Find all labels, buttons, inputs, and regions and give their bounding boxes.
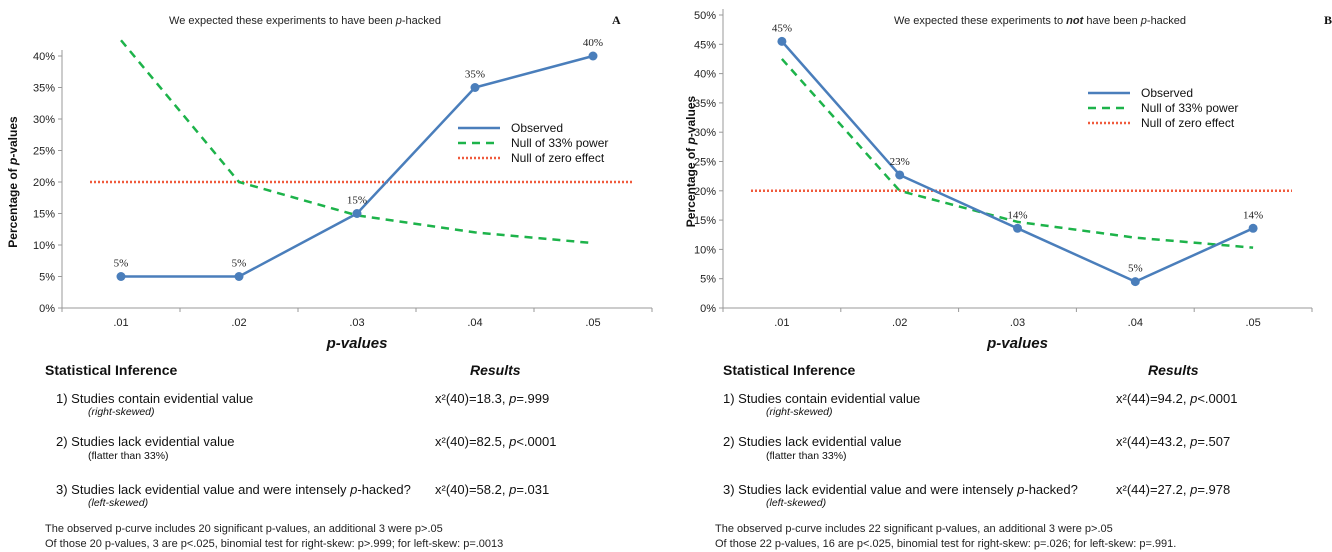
results-heading: Results — [470, 362, 521, 378]
data-label: 35% — [465, 69, 485, 81]
data-label: 40% — [583, 37, 603, 49]
y-tick-label: 35% — [694, 98, 716, 110]
series-line-observed — [121, 54, 594, 278]
y-tick-label: 30% — [33, 114, 55, 126]
panel-b: We expected these experiments to not hav… — [680, 0, 1332, 552]
y-tick-label: 0% — [39, 303, 55, 315]
results-heading: Results — [1148, 362, 1199, 378]
y-tick-label: 15% — [33, 209, 55, 221]
inference-row-1-sub: (right-skewed) — [766, 406, 833, 418]
data-point — [352, 209, 362, 218]
inference-heading: Statistical Inference — [45, 362, 178, 378]
data-point — [777, 36, 787, 46]
series-line-observed — [780, 40, 1254, 283]
y-tick-label: 10% — [694, 244, 716, 256]
data-label: 5% — [1128, 263, 1143, 275]
inference-row-3-result: x²(44)=27.2, p=.978 — [1116, 482, 1231, 497]
data-label: 15% — [347, 195, 367, 207]
inference-row-2-label: 2) Studies lack evidential value — [723, 434, 902, 449]
legend-label: Null of zero effect — [1141, 116, 1235, 130]
footer-line-2: Of those 20 p-values, 3 are p<.025, bino… — [45, 538, 504, 550]
data-label: 5% — [114, 258, 129, 270]
inference-row-3-result: x²(40)=58.2, p=.031 — [435, 482, 550, 497]
y-tick-label: 15% — [694, 215, 716, 227]
inference-heading: Statistical Inference — [723, 362, 856, 378]
data-point — [470, 83, 480, 92]
legend-label: Null of 33% power — [511, 136, 608, 150]
x-tick-label: .05 — [585, 317, 600, 329]
inference-row-3-sub: (left-skewed) — [766, 497, 827, 509]
data-point — [1130, 277, 1140, 287]
legend-label: Observed — [1141, 86, 1193, 100]
inference-row-1-sub: (right-skewed) — [88, 406, 155, 418]
y-axis-label: Percentage of p-values — [684, 95, 698, 227]
x-tick-label: .04 — [1128, 317, 1143, 329]
data-label: 5% — [232, 258, 247, 270]
x-tick-label: .05 — [1245, 317, 1260, 329]
y-tick-label: 35% — [33, 83, 55, 95]
y-tick-label: 25% — [694, 157, 716, 169]
inference-row-3-label: 3) Studies lack evidential value and wer… — [56, 482, 411, 497]
panel-letter: B — [1324, 13, 1332, 27]
y-axis-label: Percentage of p-values — [6, 116, 20, 248]
inference-row-2-result: x²(44)=43.2, p=.507 — [1116, 434, 1231, 449]
data-point — [1013, 223, 1022, 233]
data-point — [588, 51, 598, 61]
inference-row-2-label: 2) Studies lack evidential value — [56, 434, 235, 449]
footer-line-1: The observed p-curve includes 22 signifi… — [715, 523, 1113, 535]
data-point — [116, 272, 126, 281]
x-tick-label: .01 — [113, 317, 128, 329]
inference-row-1-label: 1) Studies contain evidential value — [56, 391, 254, 406]
data-label: 14% — [1243, 209, 1263, 221]
data-point — [234, 272, 244, 281]
y-tick-label: 5% — [39, 272, 55, 284]
x-tick-label: .02 — [892, 317, 907, 329]
panel-a: We expected these experiments to have be… — [6, 13, 653, 550]
x-tick-label: .04 — [467, 317, 482, 329]
data-label: 45% — [772, 22, 792, 34]
data-label: 23% — [890, 156, 910, 168]
footer-line-2: Of those 22 p-values, 16 are p<.025, bin… — [715, 538, 1177, 550]
legend-label: Null of 33% power — [1141, 101, 1238, 115]
inference-row-1-result: x²(44)=94.2, p<.0001 — [1116, 391, 1238, 406]
x-axis-label: p-values — [986, 335, 1048, 352]
inference-row-2-result: x²(40)=82.5, p<.0001 — [435, 434, 557, 449]
chart-title: We expected these experiments to not hav… — [894, 15, 1186, 27]
y-tick-label: 40% — [33, 51, 55, 63]
chart-b: We expected these experiments to not hav… — [684, 9, 1332, 352]
legend-label: Observed — [511, 121, 563, 135]
chart-a: We expected these experiments to have be… — [6, 13, 653, 352]
series-line-null-of-33-power — [780, 58, 1254, 249]
x-tick-label: .01 — [774, 317, 789, 329]
inference-row-2-sub: (flatter than 33%) — [88, 450, 169, 462]
y-tick-label: 25% — [33, 146, 55, 158]
inference-row-2-sub: (flatter than 33%) — [766, 450, 847, 462]
x-tick-label: .02 — [231, 317, 246, 329]
y-tick-label: 0% — [700, 303, 716, 315]
y-tick-label: 50% — [694, 10, 716, 22]
y-tick-label: 5% — [700, 274, 716, 286]
inference-row-3-label: 3) Studies lack evidential value and wer… — [723, 482, 1078, 497]
x-tick-label: .03 — [1010, 317, 1025, 329]
y-tick-label: 10% — [33, 240, 55, 252]
chart-title: We expected these experiments to have be… — [169, 15, 441, 27]
y-tick-label: 40% — [694, 69, 716, 81]
data-point — [895, 170, 905, 180]
data-point — [1248, 223, 1258, 233]
inference-row-1-label: 1) Studies contain evidential value — [723, 391, 921, 406]
inference-row-1-result: x²(40)=18.3, p=.999 — [435, 391, 550, 406]
series-line-null-of-33-power — [120, 39, 594, 245]
x-tick-label: .03 — [349, 317, 364, 329]
footer-line-1: The observed p-curve includes 20 signifi… — [45, 523, 443, 535]
data-label: 14% — [1007, 209, 1027, 221]
y-tick-label: 30% — [694, 127, 716, 139]
x-axis-label: p-values — [326, 335, 388, 352]
y-tick-label: 20% — [694, 186, 716, 198]
y-tick-label: 20% — [33, 177, 55, 189]
inference-row-3-sub: (left-skewed) — [88, 497, 149, 509]
panel-letter: A — [612, 13, 621, 27]
y-tick-label: 45% — [694, 39, 716, 51]
legend-label: Null of zero effect — [511, 151, 605, 165]
